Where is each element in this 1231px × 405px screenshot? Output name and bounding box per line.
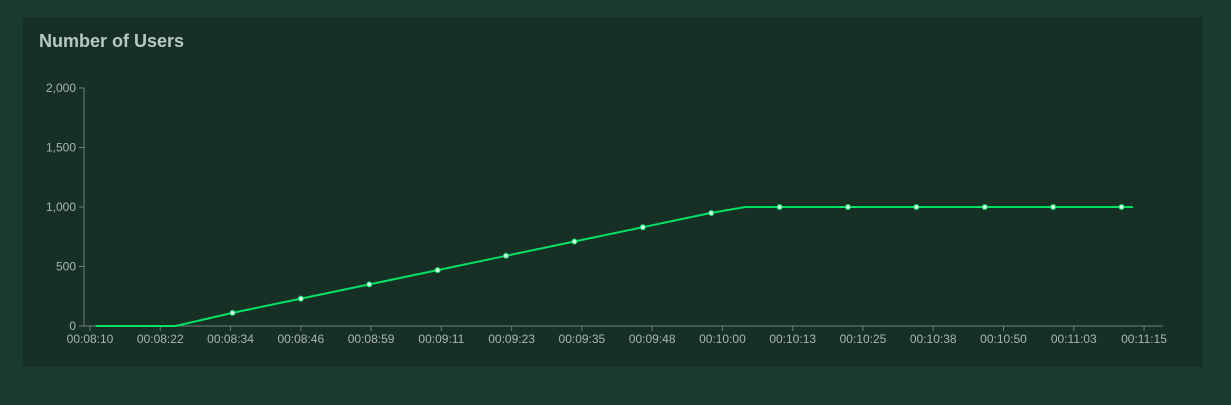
x-tick-label: 00:09:23 — [488, 332, 535, 346]
y-tick-label: 1,000 — [46, 200, 76, 214]
x-tick-label: 00:09:11 — [418, 332, 464, 346]
series-line — [95, 206, 1133, 327]
x-tick-label: 00:10:00 — [699, 332, 746, 346]
data-point[interactable] — [503, 252, 510, 259]
users-line-chart: 0 500 1,000 1,500 2,000 00:08:10 00:08:22 00:08… — [46, 81, 1167, 346]
x-tick-label: 00:08:34 — [207, 332, 254, 346]
y-tick-label: 1,500 — [46, 141, 76, 155]
x-tick-label: 00:11:15 — [1121, 332, 1167, 346]
data-point[interactable] — [708, 209, 715, 216]
x-tick-label: 00:08:46 — [277, 332, 324, 346]
data-point[interactable] — [297, 295, 304, 302]
data-point[interactable] — [434, 267, 441, 274]
x-tick-label: 00:10:50 — [980, 332, 1027, 346]
x-tick-label: 00:08:22 — [137, 332, 184, 346]
x-tick-label: 00:11:03 — [1051, 332, 1097, 346]
data-point[interactable] — [981, 204, 988, 210]
data-point[interactable] — [366, 281, 373, 288]
chart-title: Number of Users — [39, 31, 185, 51]
x-tick-label: 00:10:13 — [769, 332, 816, 346]
data-point[interactable] — [1050, 204, 1057, 210]
x-tick-label: 00:09:35 — [559, 332, 606, 346]
data-point[interactable] — [913, 204, 920, 210]
data-point[interactable] — [229, 309, 236, 316]
x-tick-label: 00:09:48 — [629, 332, 676, 346]
y-tick-label: 500 — [56, 260, 76, 274]
x-tick-label: 00:08:59 — [348, 332, 395, 346]
x-tick-label: 00:10:25 — [840, 332, 887, 346]
data-point[interactable] — [571, 238, 578, 245]
data-point[interactable] — [1118, 204, 1125, 210]
x-tick-label: 00:08:10 — [67, 332, 114, 346]
data-point[interactable] — [639, 224, 646, 231]
data-point[interactable] — [776, 204, 783, 210]
y-tick-label: 0 — [69, 319, 76, 333]
chart-panel: Number of Users 0 500 1,000 1,500 2,000 00:08… — [23, 17, 1203, 367]
data-point[interactable] — [844, 204, 851, 210]
y-tick-label: 2,000 — [46, 81, 76, 95]
x-tick-label: 00:10:38 — [910, 332, 957, 346]
